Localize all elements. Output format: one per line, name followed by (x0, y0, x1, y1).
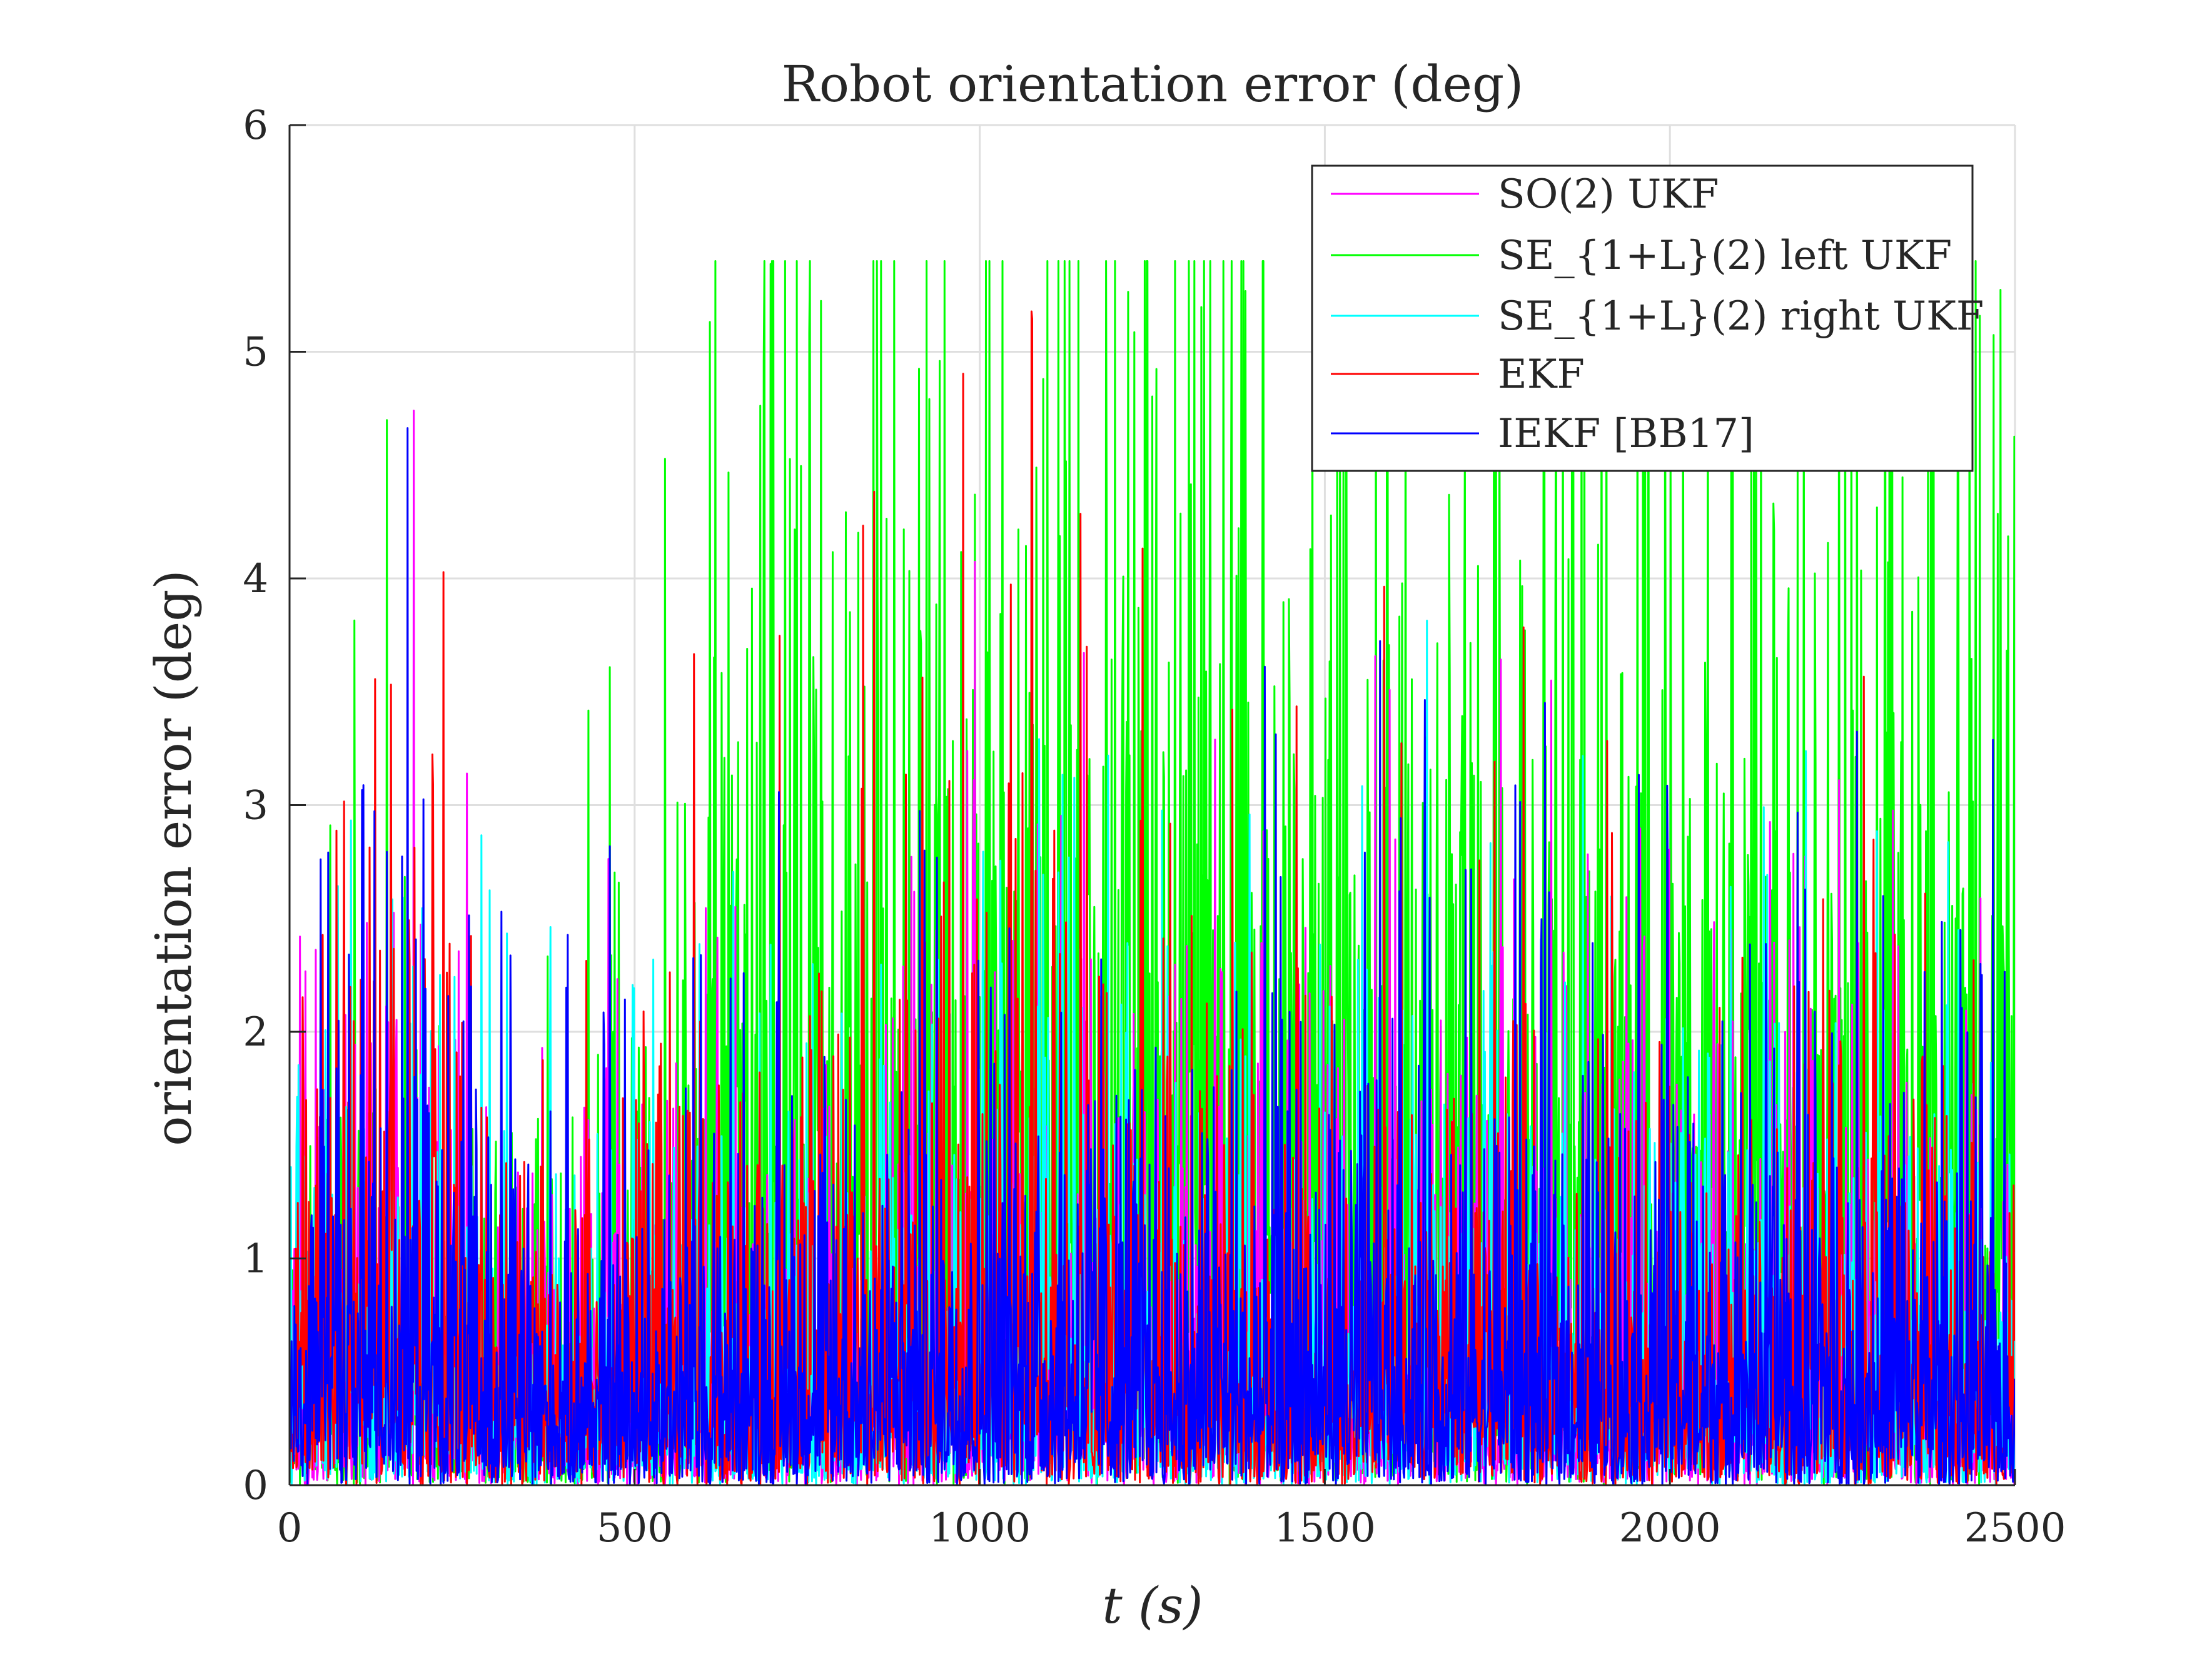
x-tick-label: 1000 (929, 1505, 1031, 1551)
y-tick-label: 3 (243, 783, 268, 829)
legend-label: EKF (1498, 351, 1585, 398)
chart-title: Robot orientation error (deg) (782, 55, 1524, 113)
legend-items: SO(2) UKF SE_{1+L}(2) left UKF SE_{1+L}(2)… (1331, 171, 1984, 457)
y-tick-label: 2 (243, 1009, 268, 1056)
series-layer (290, 260, 2015, 1485)
x-tick-label: 1500 (1274, 1505, 1376, 1551)
series-line (290, 427, 2015, 1485)
x-tick-label: 2000 (1619, 1505, 1721, 1551)
y-axis-ticks: 0 1 2 3 4 5 6 (243, 103, 306, 1509)
legend-label: SE_{1+L}(2) right UKF (1498, 293, 1984, 340)
legend-label: SO(2) UKF (1498, 171, 1719, 218)
y-tick-label: 6 (243, 103, 268, 149)
x-tick-label: 500 (597, 1505, 673, 1551)
legend-label: IEKF [BB17] (1498, 411, 1754, 457)
x-tick-label: 0 (277, 1505, 303, 1551)
x-tick-label: 2500 (1964, 1505, 2066, 1551)
x-axis-ticks: 0 500 1000 1500 2000 2500 (277, 1469, 2066, 1551)
legend-label: SE_{1+L}(2) left UKF (1498, 233, 1952, 279)
legend-box (1311, 164, 1974, 472)
y-axis-label: orientation error (deg) (144, 570, 203, 1146)
y-tick-label: 4 (243, 556, 268, 602)
y-tick-label: 0 (243, 1463, 268, 1509)
y-tick-label: 5 (243, 330, 268, 376)
y-tick-label: 1 (243, 1236, 268, 1283)
legend: SO(2) UKF SE_{1+L}(2) left UKF SE_{1+L}(2)… (1311, 164, 1984, 472)
x-axis-label: t (s) (1102, 1576, 1203, 1635)
